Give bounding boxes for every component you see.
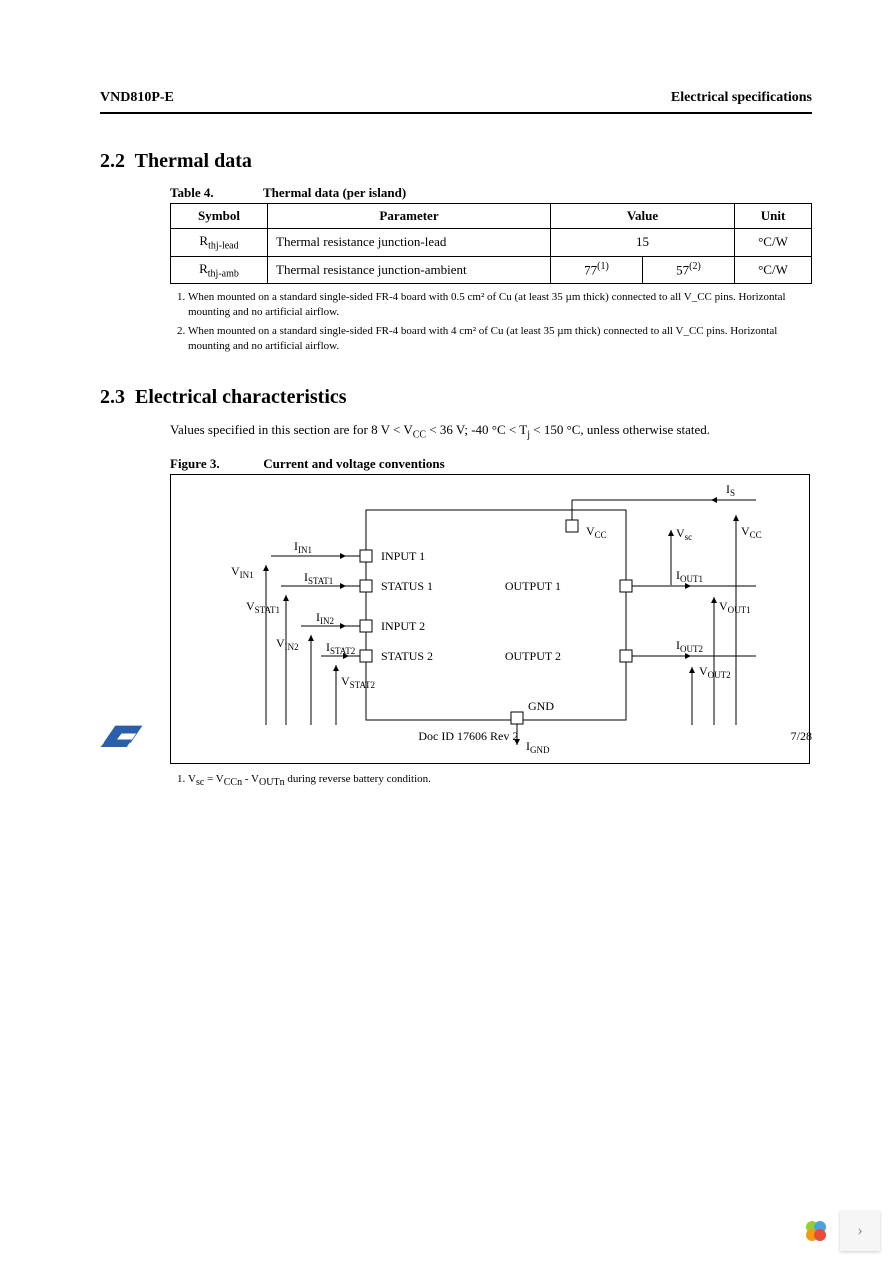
figure3-footnotes: Vsc = VCCn - VOUTn during reverse batter… — [170, 772, 812, 790]
page-header: VND810P-E Electrical specifications — [100, 90, 812, 114]
svg-text:VSTAT1: VSTAT1 — [246, 599, 280, 615]
table-row: Rthj-amb Thermal resistance junction-amb… — [171, 256, 812, 284]
chevron-right-icon: › — [857, 1222, 862, 1240]
footnote: Vsc = VCCn - VOUTn during reverse batter… — [188, 772, 812, 790]
svg-text:VOUT1: VOUT1 — [719, 599, 751, 615]
cell-symbol: Rthj-amb — [171, 256, 268, 284]
table4-caption: Table 4. Thermal data (per island) — [170, 185, 812, 201]
cell-unit: °C/W — [735, 256, 812, 284]
svg-text:ISTAT2: ISTAT2 — [326, 640, 355, 656]
figure3-caption: Figure 3. Current and voltage convention… — [170, 456, 812, 472]
svg-text:IIN1: IIN1 — [294, 539, 312, 555]
svg-text:OUTPUT 2: OUTPUT 2 — [505, 649, 561, 663]
st-logo-icon — [100, 720, 146, 754]
doc-id: Doc ID 17606 Rev 2 — [418, 729, 518, 744]
footnote: When mounted on a standard single-sided … — [188, 290, 812, 320]
th-param: Parameter — [268, 204, 551, 229]
section-2-3-intro: Values specified in this section are for… — [170, 421, 812, 443]
cell-param: Thermal resistance junction-ambient — [268, 256, 551, 284]
svg-text:VOUT2: VOUT2 — [699, 664, 731, 680]
svg-text:IIN2: IIN2 — [316, 610, 334, 626]
cell-value: 15 — [551, 229, 735, 257]
table-row: Rthj-lead Thermal resistance junction-le… — [171, 229, 812, 257]
svg-text:IOUT1: IOUT1 — [676, 568, 703, 584]
page-footer: Doc ID 17606 Rev 2 7/28 — [100, 720, 812, 754]
cell-symbol: Rthj-lead — [171, 229, 268, 257]
header-right: Electrical specifications — [671, 90, 812, 106]
section-2-2-heading: 2.2 Thermal data — [100, 150, 812, 173]
th-unit: Unit — [735, 204, 812, 229]
svg-text:VCC: VCC — [586, 524, 607, 540]
svg-text:IS: IS — [726, 482, 735, 498]
svg-text:INPUT 2: INPUT 2 — [381, 619, 425, 633]
svg-text:STATUS 1: STATUS 1 — [381, 579, 433, 593]
svg-text:VSTAT2: VSTAT2 — [341, 674, 375, 690]
th-value: Value — [551, 204, 735, 229]
svg-text:ISTAT1: ISTAT1 — [304, 570, 333, 586]
svg-text:VCC: VCC — [741, 524, 762, 540]
svg-text:VIN2: VIN2 — [276, 636, 299, 652]
cell-value-a: 77(1) — [551, 256, 643, 284]
svg-text:STATUS 2: STATUS 2 — [381, 649, 433, 663]
cell-unit: °C/W — [735, 229, 812, 257]
svg-text:INPUT 1: INPUT 1 — [381, 549, 425, 563]
cell-param: Thermal resistance junction-lead — [268, 229, 551, 257]
app-icon[interactable] — [796, 1211, 836, 1251]
svg-text:IOUT2: IOUT2 — [676, 638, 703, 654]
section-2-3-heading: 2.3 Electrical characteristics — [100, 386, 812, 409]
th-symbol: Symbol — [171, 204, 268, 229]
footnote: When mounted on a standard single-sided … — [188, 324, 812, 354]
header-left: VND810P-E — [100, 90, 174, 106]
table4-footnotes: When mounted on a standard single-sided … — [170, 290, 812, 353]
svg-text:VIN1: VIN1 — [231, 564, 254, 580]
thermal-data-table: Symbol Parameter Value Unit Rthj-lead Th… — [170, 203, 812, 284]
svg-text:GND: GND — [528, 699, 554, 713]
svg-text:Vsc: Vsc — [676, 526, 692, 542]
cell-value-b: 57(2) — [643, 256, 735, 284]
next-page-button[interactable]: › — [840, 1211, 880, 1251]
svg-text:OUTPUT 1: OUTPUT 1 — [505, 579, 561, 593]
page-number: 7/28 — [791, 729, 812, 744]
